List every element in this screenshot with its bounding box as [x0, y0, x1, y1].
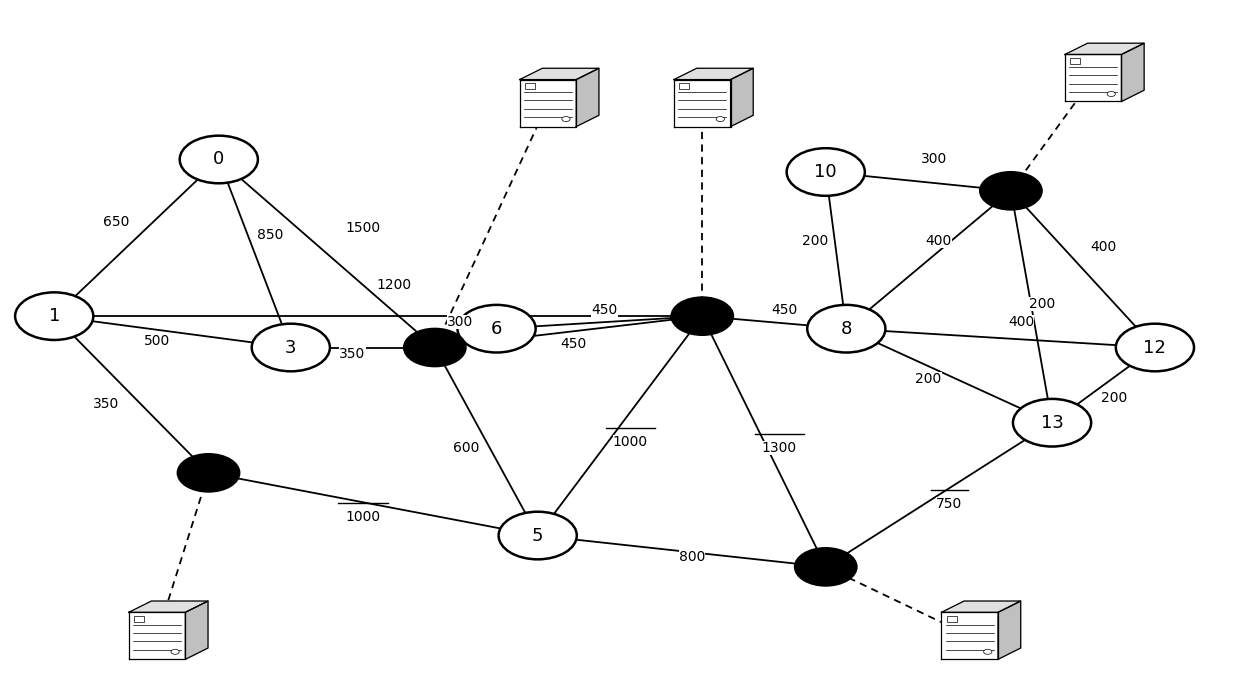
- Circle shape: [171, 649, 180, 654]
- Polygon shape: [1065, 54, 1121, 101]
- Polygon shape: [1121, 43, 1145, 101]
- Text: 400: 400: [1090, 240, 1116, 254]
- Text: 850: 850: [257, 228, 284, 242]
- Circle shape: [180, 136, 258, 183]
- Circle shape: [404, 329, 466, 366]
- Text: 500: 500: [144, 334, 170, 348]
- Bar: [525, 83, 536, 89]
- Polygon shape: [941, 601, 1021, 612]
- Text: 800: 800: [678, 550, 706, 564]
- Bar: [134, 616, 144, 622]
- Circle shape: [252, 324, 330, 371]
- Text: 200: 200: [802, 234, 828, 248]
- Text: 1200: 1200: [376, 278, 412, 292]
- Text: 12: 12: [1143, 338, 1167, 357]
- Text: 350: 350: [340, 347, 366, 361]
- Circle shape: [15, 293, 93, 340]
- Circle shape: [1107, 92, 1115, 97]
- Text: 650: 650: [103, 215, 129, 229]
- Circle shape: [983, 649, 992, 654]
- Circle shape: [458, 305, 536, 352]
- Text: 10: 10: [815, 163, 837, 181]
- Text: 600: 600: [453, 441, 479, 455]
- Text: 1: 1: [48, 307, 60, 325]
- Text: 450: 450: [771, 303, 797, 317]
- Circle shape: [498, 512, 577, 559]
- Polygon shape: [730, 68, 753, 126]
- Bar: [680, 83, 689, 89]
- Text: 400: 400: [926, 234, 952, 248]
- Text: 350: 350: [93, 397, 119, 411]
- Text: 300: 300: [920, 152, 947, 167]
- Text: 1000: 1000: [345, 509, 381, 524]
- Circle shape: [786, 148, 864, 196]
- Polygon shape: [577, 68, 599, 126]
- Text: 5: 5: [532, 527, 543, 544]
- Text: 13: 13: [1040, 414, 1064, 432]
- Text: 1000: 1000: [613, 434, 647, 448]
- Circle shape: [562, 117, 570, 122]
- Text: 750: 750: [936, 497, 962, 512]
- Text: 3: 3: [285, 338, 296, 357]
- Text: 200: 200: [1029, 297, 1055, 311]
- Circle shape: [177, 454, 239, 491]
- Text: 200: 200: [915, 372, 941, 386]
- Text: 1300: 1300: [761, 441, 797, 455]
- Text: 300: 300: [448, 316, 474, 329]
- Circle shape: [671, 297, 733, 335]
- Text: 6: 6: [491, 320, 502, 338]
- Text: 0: 0: [213, 151, 224, 168]
- Text: 400: 400: [1008, 316, 1034, 329]
- Text: 450: 450: [591, 303, 618, 317]
- Circle shape: [717, 117, 724, 122]
- Text: 1500: 1500: [345, 222, 381, 236]
- Circle shape: [795, 548, 857, 586]
- Bar: [1070, 58, 1080, 64]
- Polygon shape: [998, 601, 1021, 660]
- Circle shape: [980, 172, 1042, 210]
- Circle shape: [1013, 399, 1091, 446]
- Bar: [946, 616, 957, 622]
- Polygon shape: [1065, 43, 1145, 54]
- Circle shape: [1116, 324, 1194, 371]
- Circle shape: [807, 305, 885, 352]
- Polygon shape: [129, 601, 208, 612]
- Text: 8: 8: [841, 320, 852, 338]
- Polygon shape: [675, 79, 730, 126]
- Polygon shape: [520, 68, 599, 79]
- Polygon shape: [520, 79, 577, 126]
- Polygon shape: [675, 68, 753, 79]
- Polygon shape: [129, 612, 185, 660]
- Polygon shape: [941, 612, 998, 660]
- Text: 200: 200: [1101, 391, 1127, 404]
- Text: 450: 450: [560, 337, 587, 352]
- Polygon shape: [185, 601, 208, 660]
